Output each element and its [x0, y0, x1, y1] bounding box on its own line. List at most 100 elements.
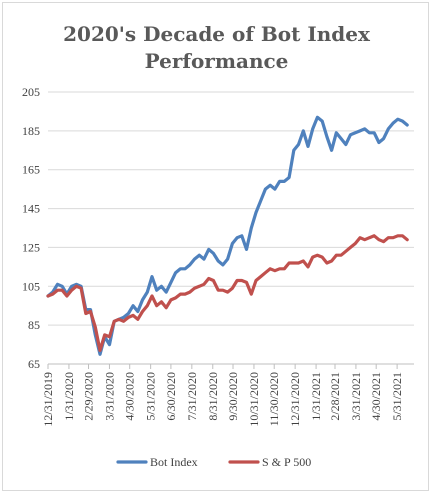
data-point-0-16	[122, 316, 125, 319]
x-axis: 12/31/2019 1/31/2020 2/29/2020 3/31/2020 4/3…	[41, 363, 414, 427]
data-point-1-13	[108, 336, 111, 338]
data-point-0-72	[387, 128, 390, 130]
y-tick-label-85: 85	[28, 318, 40, 332]
data-point-1-8	[85, 312, 87, 315]
data-point-0-34	[207, 248, 210, 251]
data-point-0-75	[401, 120, 404, 122]
data-point-1-65	[354, 242, 357, 245]
data-point-1-45	[259, 275, 262, 278]
data-point-0-58	[321, 120, 324, 122]
data-point-1-42	[245, 281, 248, 284]
data-point-0-21	[146, 291, 149, 293]
data-point-0-23	[155, 289, 158, 292]
data-point-0-36	[217, 260, 219, 262]
data-point-1-50	[283, 268, 286, 270]
x-tick-label-14: 2/28/2021	[328, 372, 342, 421]
data-point-0-29	[184, 268, 186, 270]
x-tick-label-0: 12/31/2019	[41, 372, 55, 427]
x-tick-label-5: 5/31/2020	[144, 372, 158, 421]
data-point-0-2	[56, 283, 59, 286]
data-point-0-52	[293, 149, 295, 152]
y-tick-label-125: 125	[22, 240, 40, 254]
data-point-1-12	[103, 334, 106, 336]
data-point-1-68	[368, 236, 371, 239]
data-point-1-75	[401, 235, 404, 237]
data-point-1-40	[236, 279, 238, 282]
data-point-0-66	[359, 130, 361, 132]
data-point-1-24	[160, 301, 163, 303]
data-point-0-68	[368, 132, 371, 134]
data-point-0-51	[288, 176, 290, 179]
data-point-0-73	[392, 122, 394, 124]
x-tick-label-2: 2/29/2020	[82, 372, 96, 421]
data-point-1-1	[51, 293, 54, 295]
data-point-0-27	[174, 271, 177, 274]
data-point-0-76	[406, 124, 409, 126]
data-point-1-69	[373, 235, 376, 237]
data-point-0-22	[151, 275, 153, 278]
chart-frame	[2, 2, 429, 491]
data-point-1-76	[406, 238, 409, 241]
data-point-1-32	[198, 285, 201, 288]
chart-title-line-2: Performance	[144, 49, 289, 73]
data-point-0-53	[297, 143, 300, 146]
data-point-0-31	[193, 258, 196, 260]
data-point-1-43	[250, 293, 253, 295]
data-point-1-67	[363, 238, 366, 241]
x-tick-label-3: 3/31/2020	[102, 372, 116, 421]
x-tick-label-12: 12/31/2020	[288, 372, 302, 427]
data-point-0-49	[278, 180, 281, 183]
y-tick-label-65: 65	[28, 357, 40, 371]
data-point-1-4	[66, 295, 68, 297]
data-point-0-18	[132, 304, 134, 307]
data-point-1-58	[321, 256, 324, 258]
data-point-1-70	[378, 238, 380, 241]
data-point-1-5	[70, 289, 73, 292]
data-point-1-28	[179, 293, 182, 295]
data-point-1-38	[226, 291, 229, 293]
data-point-0-6	[75, 283, 78, 286]
data-point-0-65	[354, 132, 357, 134]
data-point-1-10	[94, 326, 97, 328]
data-point-0-25	[165, 291, 167, 293]
data-point-0-38	[226, 258, 229, 260]
data-point-1-18	[132, 314, 134, 317]
data-point-0-50	[283, 180, 286, 183]
data-point-0-37	[222, 264, 224, 266]
legend-label-0: Bot Index	[150, 455, 198, 469]
data-point-0-11	[99, 353, 101, 356]
data-point-1-9	[89, 310, 92, 313]
data-point-1-63	[345, 250, 347, 253]
data-point-0-48	[274, 188, 276, 190]
x-tick-label-16: 4/30/2021	[369, 372, 383, 421]
data-point-1-55	[307, 266, 309, 268]
data-point-0-57	[316, 116, 319, 119]
data-point-1-27	[174, 297, 177, 299]
data-point-0-63	[345, 143, 347, 146]
data-point-0-62	[340, 137, 342, 140]
data-point-0-40	[236, 236, 238, 239]
legend-label-1: S & P 500	[262, 455, 311, 469]
data-point-1-14	[113, 320, 115, 323]
data-point-0-32	[198, 254, 201, 256]
data-point-0-44	[255, 211, 257, 214]
data-point-0-67	[363, 128, 366, 130]
data-point-1-47	[269, 268, 272, 270]
data-point-0-35	[212, 252, 215, 255]
series-0	[46, 115, 409, 356]
chart-title-line-1: 2020's Decade of Bot Index	[63, 22, 370, 46]
data-point-1-23	[155, 304, 158, 307]
data-point-1-44	[255, 279, 257, 282]
x-tick-label-9: 9/30/2020	[226, 372, 240, 421]
data-point-0-19	[137, 310, 139, 313]
data-point-0-28	[179, 268, 182, 270]
data-point-0-59	[326, 135, 328, 138]
x-tick-label-11: 11/30/2020	[267, 372, 281, 426]
data-point-1-15	[118, 318, 120, 321]
data-point-1-51	[288, 262, 290, 264]
y-tick-label-165: 165	[22, 163, 40, 177]
x-tick-label-13: 1/31/2021	[309, 372, 323, 421]
data-point-1-16	[122, 320, 125, 323]
data-point-1-56	[311, 256, 314, 258]
